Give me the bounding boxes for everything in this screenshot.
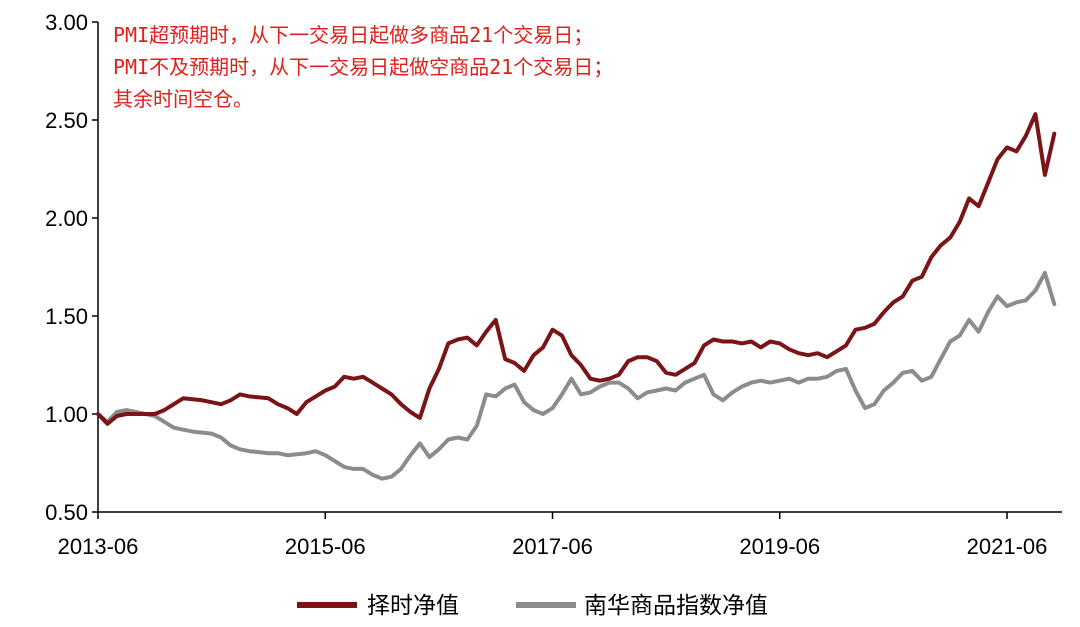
y-tick-label: 2.50 bbox=[45, 108, 88, 133]
annotation-line-1: PMI超预期时，从下一交易日起做多商品21个交易日； bbox=[113, 23, 593, 47]
series-lines bbox=[96, 112, 1057, 481]
x-tick-label: 2021-06 bbox=[967, 534, 1048, 559]
x-tick-label: 2019-06 bbox=[739, 534, 820, 559]
series-line-strategy bbox=[96, 112, 1057, 426]
annotation-line-2: PMI不及预期时，从下一交易日起做空商品21个交易日； bbox=[113, 55, 613, 79]
x-tick-label: 2017-06 bbox=[512, 534, 593, 559]
annotation-line-3: 其余时间空仓。 bbox=[113, 87, 253, 111]
x-axis: 2013-06 2015-06 2017-06 2019-06 2021-06 bbox=[58, 511, 1062, 559]
legend: 择时净值 南华商品指数净值 bbox=[297, 593, 768, 619]
legend-label-strategy: 择时净值 bbox=[367, 593, 459, 619]
y-tick-label: 1.50 bbox=[45, 304, 88, 329]
annotation-text: PMI超预期时，从下一交易日起做多商品21个交易日； PMI不及预期时，从下一交… bbox=[113, 23, 613, 111]
series-line-nanhua bbox=[96, 270, 1057, 481]
y-tick-label: 3.00 bbox=[45, 10, 88, 35]
y-tick-label: 1.00 bbox=[45, 402, 88, 427]
y-tick-label: 2.00 bbox=[45, 206, 88, 231]
y-axis: 3.00 2.50 2.00 1.50 1.00 0.50 bbox=[45, 10, 99, 525]
y-tick-label: 0.50 bbox=[45, 500, 88, 525]
x-tick-label: 2015-06 bbox=[285, 534, 366, 559]
legend-label-nanhua: 南华商品指数净值 bbox=[584, 593, 768, 619]
x-tick-label: 2013-06 bbox=[58, 534, 139, 559]
